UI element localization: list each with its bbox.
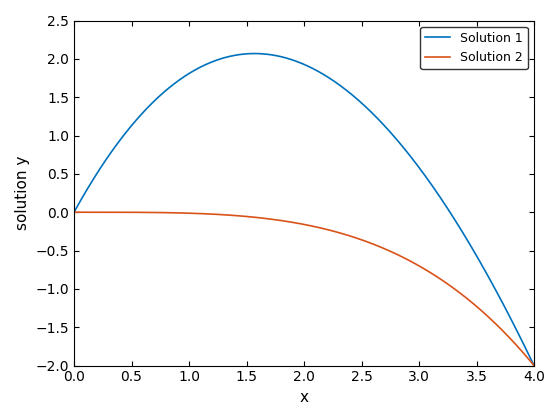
Solution 1 [257,51,264,56]
Solution 2 [273,218,280,223]
Solution 2 [386,249,393,254]
Solution 2 [256,215,263,220]
Legend: Solution 1, Solution 2: Solution 1, Solution 2 [420,27,528,69]
Line: Solution 2: Solution 2 [74,212,534,365]
Solution 1 [71,210,77,215]
Y-axis label: solution y: solution y [15,156,30,230]
Solution 1 [274,53,281,58]
Solution 2 [71,210,77,215]
Solution 1 [251,51,258,56]
Solution 1 [387,130,394,135]
Solution 2 [118,210,124,215]
Solution 1 [118,136,124,141]
Solution 1 [531,363,538,368]
Solution 2 [438,277,445,282]
Solution 2 [430,272,436,277]
Solution 1 [430,185,437,190]
X-axis label: x: x [300,390,309,405]
Solution 2 [531,363,538,368]
Solution 1 [438,197,445,202]
Line: Solution 1: Solution 1 [74,53,534,366]
